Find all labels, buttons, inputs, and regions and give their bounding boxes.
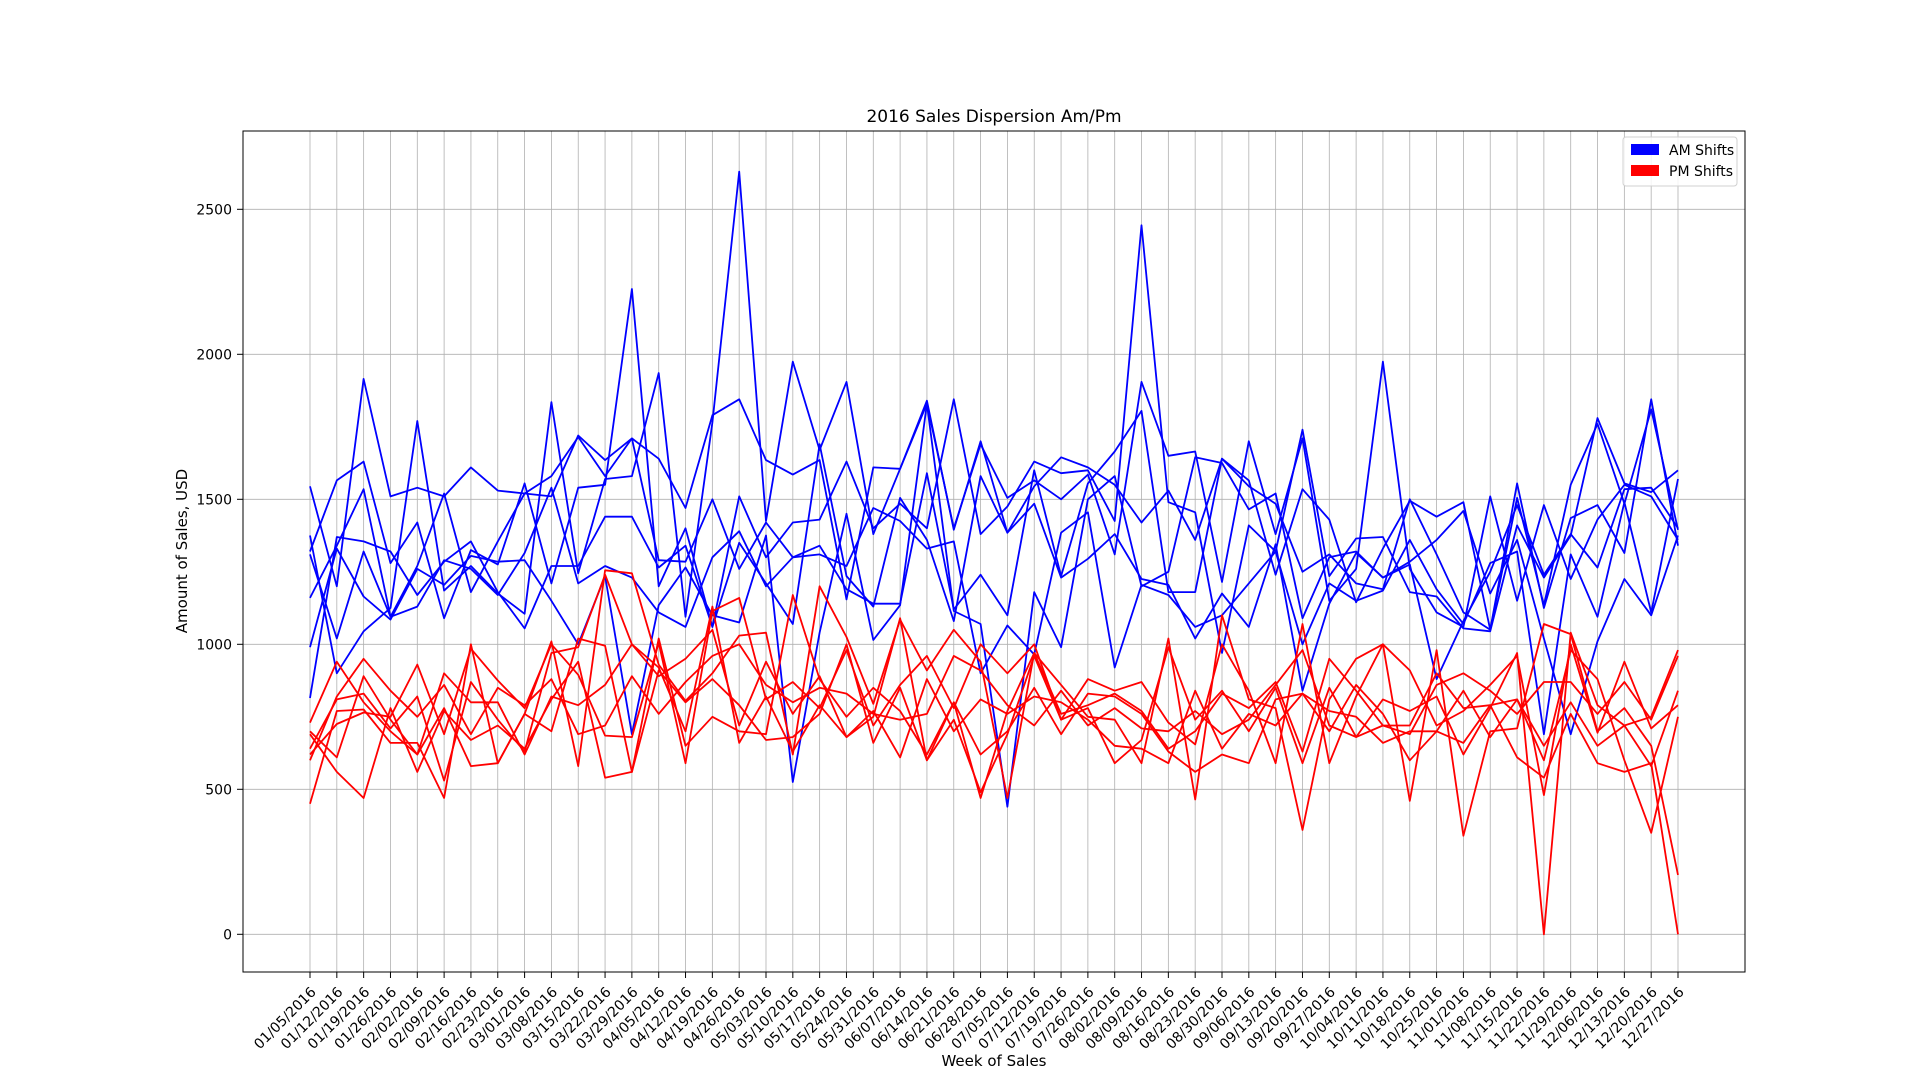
axes: 01/05/201601/12/201601/19/201601/26/2016… bbox=[196, 202, 1687, 1052]
y-axis-label: Amount of Sales, USD bbox=[173, 469, 191, 633]
series-line-am-4 bbox=[309, 402, 1679, 808]
legend-label-am: AM Shifts bbox=[1669, 143, 1734, 159]
chart-title: 2016 Sales Dispersion Am/Pm bbox=[866, 107, 1121, 127]
series-line-am-5 bbox=[309, 443, 1679, 699]
series-line-pm-13 bbox=[309, 643, 1679, 761]
series-line-am-2 bbox=[309, 224, 1679, 654]
series-line-pm-11 bbox=[309, 573, 1679, 936]
y-tick-label: 1000 bbox=[196, 637, 232, 653]
legend-swatch-pm bbox=[1631, 165, 1659, 176]
legend-label-pm: PM Shifts bbox=[1669, 164, 1733, 180]
series-line-am-3 bbox=[309, 408, 1679, 631]
legend-swatch-am bbox=[1631, 144, 1659, 155]
y-tick-label: 0 bbox=[223, 927, 232, 943]
series-line-am-1 bbox=[309, 170, 1679, 675]
series-line-am-0 bbox=[309, 377, 1679, 631]
series-line-am-6 bbox=[309, 478, 1679, 736]
y-tick-label: 500 bbox=[205, 782, 232, 798]
x-axis-label: Week of Sales bbox=[941, 1052, 1046, 1070]
series-line-pm-12 bbox=[309, 628, 1679, 834]
y-tick-label: 1500 bbox=[196, 492, 232, 508]
y-tick-label: 2000 bbox=[196, 347, 232, 363]
series-lines bbox=[309, 170, 1679, 936]
series-line-pm-8 bbox=[309, 597, 1679, 796]
plot-frame bbox=[242, 130, 1746, 973]
y-tick-label: 2500 bbox=[196, 202, 232, 218]
legend: AM Shifts PM Shifts bbox=[1622, 136, 1738, 187]
